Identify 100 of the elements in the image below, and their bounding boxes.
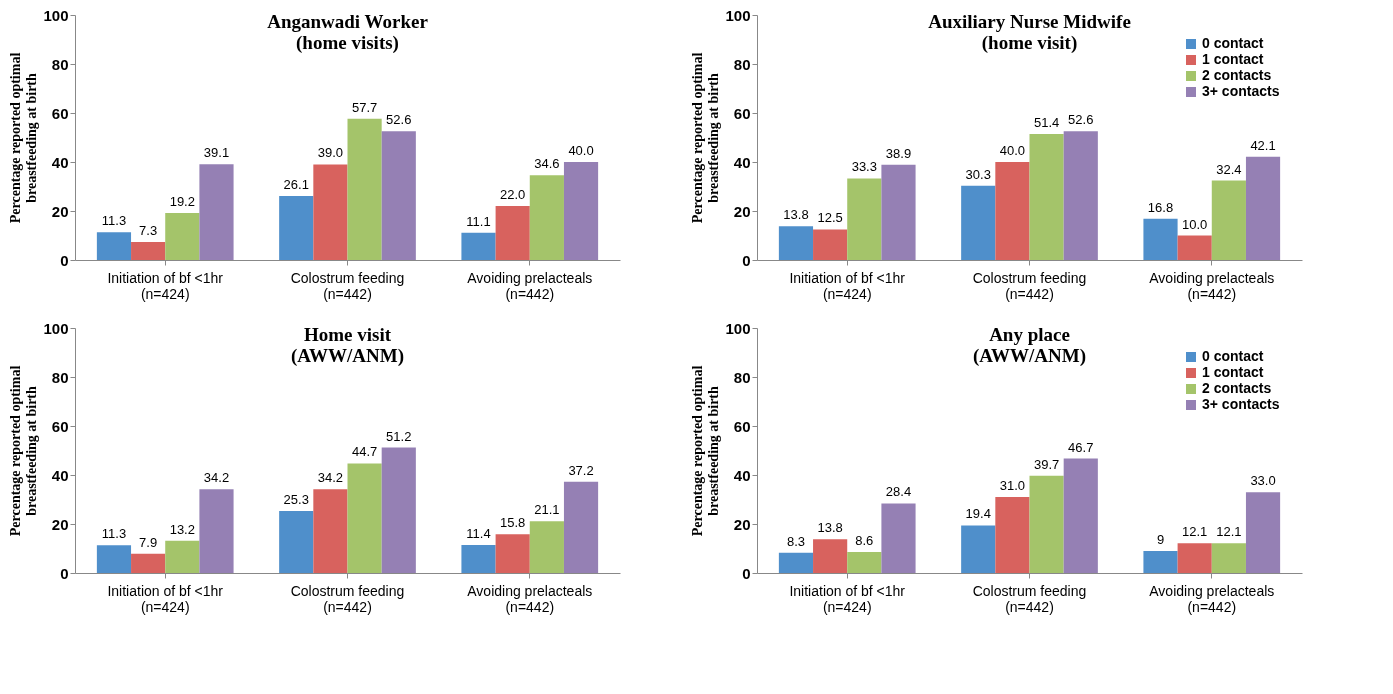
bar [313,489,348,573]
legend-label: 3+ contacts [1202,83,1280,99]
bar [563,162,599,260]
data-label: 9 [1156,531,1165,547]
data-label: 19.2 [169,193,195,209]
data-label: 12.5 [817,210,843,226]
data-label: 40.0 [568,143,594,158]
data-label: 8.3 [786,533,805,549]
x-tick-label: Colostrum feeding (n=442) [972,582,1087,615]
data-label: 11.3 [101,526,127,542]
y-tick-label: 80 [51,368,69,386]
chart-title: Home visit (AWW/ANM) [291,324,404,367]
bar [1211,543,1246,573]
bar [1177,235,1212,260]
data-label: 34.2 [203,470,230,486]
bar [131,242,166,260]
bar [165,540,200,573]
bar [1063,458,1098,573]
bar [1029,475,1064,573]
bar [131,553,166,573]
y-axis-title: Percentage reported optimal breastfeeding at birth [690,365,722,537]
data-label: 33.0 [1250,473,1276,489]
data-label: 31.0 [999,478,1026,494]
bar [881,164,916,260]
bar [279,196,314,260]
bar [347,463,382,573]
data-label: 12.1 [1182,524,1208,540]
bar [199,164,234,260]
bar [1029,134,1064,260]
y-tick-label: 20 [51,515,69,533]
data-label: 8.6 [855,532,874,548]
x-tick-label: Avoiding prelacteals (n=442) [467,582,593,615]
data-label: 13.2 [169,521,195,537]
bar [563,481,599,573]
chart-title: Any place (AWW/ANM) [973,324,1086,367]
data-label: 37.2 [568,462,594,478]
y-tick-label: 100 [43,319,69,337]
data-label: 52.6 [1068,112,1094,128]
bar [995,497,1030,573]
data-label: 52.6 [386,112,412,128]
y-axis-title: Percentage reported optimal breastfeeding at birth [8,52,40,224]
bar [813,229,848,260]
bar [96,545,132,573]
bar [961,525,996,573]
x-tick-label: Avoiding prelacteals (n=442) [1149,269,1275,302]
data-label: 40.0 [999,143,1026,158]
data-label: 10.0 [1182,216,1208,232]
data-label: 39.7 [1033,456,1060,472]
data-label: 39.1 [203,145,230,161]
x-tick-label: Initiation of bf <1hr (n=424) [107,269,224,302]
y-tick-label: 40 [51,153,69,171]
chart-title: Auxiliary Nurse Midwife (home visit) [928,11,1131,54]
data-label: 33.3 [851,159,877,175]
bar [96,232,132,260]
y-tick-label: 60 [51,104,69,122]
y-tick-label: 0 [60,251,69,269]
legend-label: 0 contact [1202,348,1264,364]
data-label: 30.3 [965,166,991,182]
y-tick-label: 40 [733,153,751,171]
bar [495,206,530,260]
y-tick-label: 40 [51,466,69,484]
y-tick-label: 60 [733,417,751,435]
data-label: 7.9 [139,534,158,550]
bar [961,185,996,260]
y-axis-title: Percentage reported optimal breastfeeding at birth [690,52,722,224]
bar [1211,180,1246,260]
data-label: 26.1 [283,177,309,193]
bar [1177,543,1212,573]
data-label: 32.4 [1216,161,1242,177]
y-axis-title: Percentage reported optimal breastfeeding at birth [8,365,40,537]
chart-title: Anganwadi Worker (home visits) [267,11,429,54]
x-tick-label: Initiation of bf <1hr (n=424) [107,582,224,615]
data-label: 11.1 [466,213,491,229]
bar [279,511,314,573]
y-tick-label: 80 [51,55,69,73]
y-tick-label: 100 [725,6,751,24]
x-tick-label: Colostrum feeding (n=442) [972,269,1087,302]
y-tick-label: 100 [43,6,69,24]
x-tick-label: Initiation of bf <1hr (n=424) [789,582,906,615]
data-label: 21.1 [534,502,560,518]
bar [1143,550,1178,573]
bar [165,212,200,260]
bar [381,447,416,573]
data-label: 11.4 [466,526,491,542]
data-label: 16.8 [1147,199,1174,215]
bar [813,539,848,573]
bar [1245,156,1281,260]
x-tick-label: Avoiding prelacteals (n=442) [467,269,593,302]
data-label: 51.2 [386,428,412,444]
data-label: 7.3 [139,223,158,239]
x-tick-label: Colostrum feeding (n=442) [290,269,405,302]
data-label: 15.8 [500,515,526,531]
data-label: 44.7 [351,444,378,460]
y-tick-label: 20 [51,202,69,220]
data-label: 51.4 [1033,115,1060,131]
legend-label: 0 contact [1202,35,1264,51]
bar [778,552,814,573]
x-tick-label: Initiation of bf <1hr (n=424) [789,269,906,302]
legend-label: 3+ contacts [1202,396,1280,412]
bar [847,178,882,260]
